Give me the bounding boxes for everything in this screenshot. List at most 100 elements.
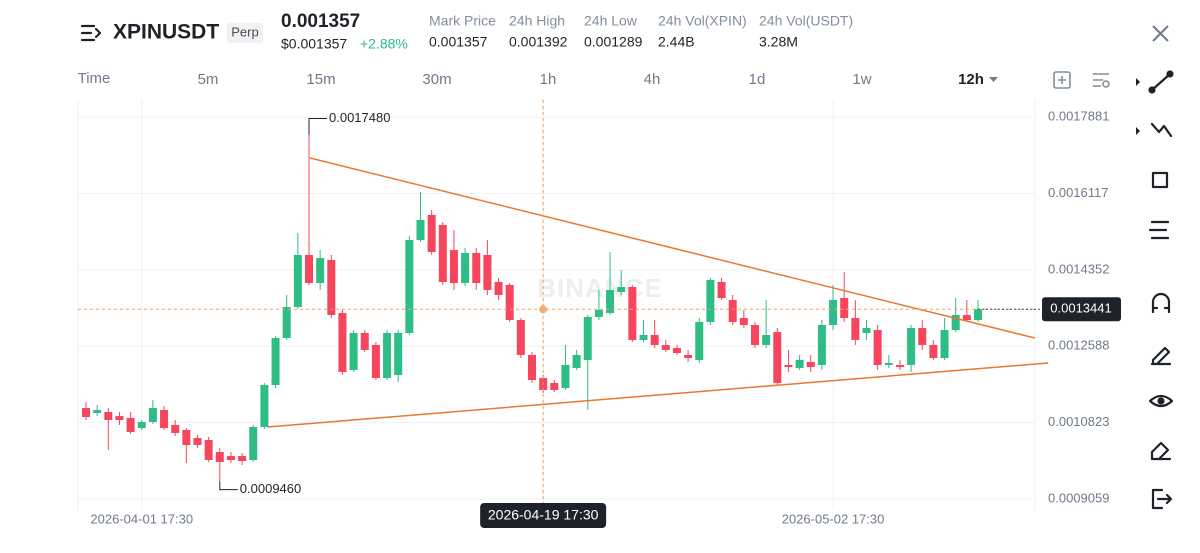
last-price-label: 0.0013441 [1050,301,1111,316]
tab[interactable]: 1w [852,71,871,88]
expand[interactable] [1136,78,1140,86]
dropdown-arrow[interactable] [989,77,998,82]
candle-body [193,438,202,445]
close-button[interactable] [1152,25,1169,42]
y-tick-label: 0.0017881 [1048,109,1109,124]
candle-body [728,300,737,322]
candle-body [327,260,336,315]
eraser-tool[interactable] [1150,441,1172,461]
candle-body [550,382,559,390]
stat-value: 0.001289 [584,34,643,50]
candle-body [639,334,648,340]
candle-body [795,360,804,369]
candle-body [371,344,380,379]
candle-body [862,328,871,333]
candle-body [628,287,637,340]
stat-label: 24h Vol(USDT) [759,13,853,29]
candle-body [661,344,670,350]
candle-body [918,328,927,345]
candle-body [829,300,838,325]
symbol[interactable]: XPINUSDT [113,21,219,44]
last-price-box [1042,297,1121,322]
y-tick-label: 0.0010823 [1048,414,1109,429]
candle-body [561,364,570,389]
crosshair-date: 2026-04-19 17:30 [488,507,599,523]
tab-active[interactable]: 12h [958,71,984,88]
candle-body [516,320,525,355]
y-tick-label: 0.0012588 [1048,338,1109,353]
stat-value: 2.44B [658,34,695,50]
candle-body [572,354,581,369]
candle-body [226,456,235,460]
y-tick-label: 0.0014352 [1048,261,1109,276]
candle-body [82,408,90,418]
tab[interactable]: 4h [644,71,661,88]
candle-body [717,281,726,299]
toolbar-icon[interactable] [1053,71,1071,89]
candle-body [148,408,157,422]
candle-body [929,344,938,359]
crosshair-date-box [480,503,607,528]
candle-body [204,440,213,460]
candle-body [282,307,291,339]
crosshair-dot [539,305,548,314]
candle-body [751,324,759,345]
eye-tool[interactable] [1148,394,1174,408]
stat-label: 24h Vol(XPIN) [658,13,747,29]
candle-body [606,290,615,313]
candle-body [305,254,313,283]
candle-body [449,250,458,283]
candle-body [349,332,358,370]
pattern-tool[interactable] [1148,220,1170,240]
candle-body [260,384,269,428]
candle-body [594,310,603,318]
tab[interactable]: Time [78,70,111,87]
toolbar-icon[interactable] [1093,73,1110,88]
stat-value: 0.001392 [509,34,568,50]
menu-icon[interactable] [80,24,102,42]
stat-value: 0.001357 [429,34,488,50]
candle-body [293,254,302,308]
max-marker [308,117,327,135]
chart: BINANCE 0.0017881 0.0016117 0.0014352 0.0012… [77,100,1121,528]
candle-body [962,314,971,320]
candle-body [394,332,403,375]
candle-body [238,456,247,461]
last-price: 0.001357 [281,11,360,32]
usd-price: $0.001357 [281,36,347,52]
brush-tool[interactable] [1150,346,1172,366]
x-tick-label: 2026-05-02 17:30 [782,511,885,526]
max-label: 0.0017480 [329,110,390,125]
candle-body [271,338,280,385]
exit-tool[interactable] [1151,488,1173,510]
candle-body [739,318,748,325]
badge: Perp [231,24,258,39]
y-tick-label: 0.0009059 [1048,490,1109,505]
tab[interactable]: 5m [198,71,219,88]
tab[interactable]: 1h [540,71,557,88]
line-tool[interactable] [1150,72,1172,92]
candle-body [840,298,849,319]
change: +2.88% [360,36,408,52]
candle-body [405,240,414,333]
candle-body [773,331,782,383]
candle-body [672,348,681,353]
candle-body [940,330,949,359]
fib-tool[interactable] [1150,122,1173,138]
candle-body [215,451,224,462]
magnet-tool[interactable] [1151,292,1171,314]
tab[interactable]: 1d [749,71,766,88]
tab[interactable]: 15m [306,71,335,88]
candle-body [884,362,893,365]
candle-body [461,252,470,283]
candle-body [115,416,124,420]
candle-body [695,321,704,360]
candle-body [182,430,191,445]
min-label: 0.0009460 [240,481,301,496]
candle-body [383,332,392,379]
shape-tool[interactable] [1151,171,1169,189]
tab[interactable]: 30m [422,71,451,88]
candle-body [438,224,447,282]
expand[interactable] [1136,127,1140,135]
